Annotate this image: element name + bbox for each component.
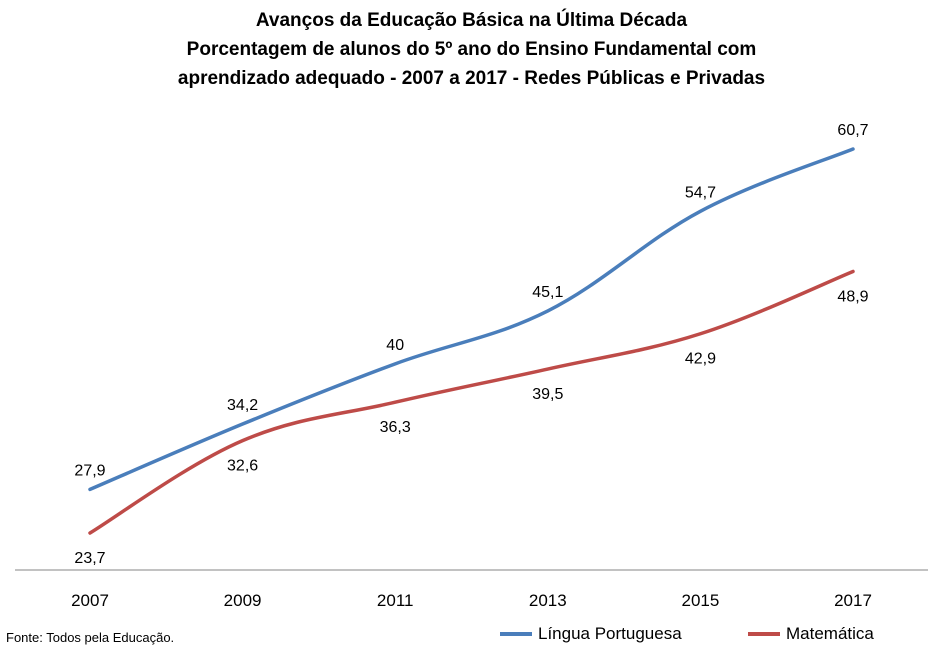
data-labels-layer: 27,9 34,2 40 45,1 54,7 60,7 23,7 32,6 36,3 39,5 42… [74,122,868,567]
legend-item-matematica: Matemática [748,624,874,644]
data-label-matematica-2015: 42,9 [685,351,716,368]
legend-label-matematica: Matemática [786,624,874,643]
source-note: Fonte: Todos pela Educação. [6,630,175,645]
chart-title-line-1: Avanços da Educação Básica na Última Déc… [255,10,688,31]
data-label-matematica-2007: 23,7 [74,550,105,567]
data-label-lingua-portuguesa-2011: 40 [386,337,404,354]
data-label-matematica-2009: 32,6 [227,458,258,475]
data-label-matematica-2011: 36,3 [380,419,411,436]
chart-title-line-2: Porcentagem de alunos do 5º ano do Ensin… [186,39,757,60]
x-tick-labels-layer: 2007 2009 2011 2013 2015 2017 [71,591,872,610]
series-layer [88,147,855,535]
chart-title: Avanços da Educação Básica na Última Déc… [0,6,943,93]
data-label-lingua-portuguesa-2017: 60,7 [837,122,868,139]
x-tick-label-2007: 2007 [71,591,109,610]
x-tick-label-2017: 2017 [834,591,872,610]
legend-swatch-lingua-portuguesa [500,632,532,636]
series-line-matematica [88,269,855,535]
x-tick-label-2011: 2011 [377,591,414,610]
legend-swatch-matematica [748,632,780,636]
x-tick-label-2015: 2015 [681,591,719,610]
data-label-lingua-portuguesa-2013: 45,1 [532,284,563,301]
data-label-lingua-portuguesa-2007: 27,9 [74,462,105,479]
data-label-lingua-portuguesa-2015: 54,7 [685,184,716,201]
x-tick-label-2013: 2013 [529,591,567,610]
legend-item-lingua-portuguesa: Língua Portuguesa [500,624,682,644]
x-tick-label-2009: 2009 [224,591,262,610]
data-label-matematica-2017: 48,9 [837,288,868,305]
data-label-lingua-portuguesa-2009: 34,2 [227,397,258,414]
chart-title-line-3: aprendizado adequado - 2007 a 2017 - Red… [177,68,766,89]
data-label-matematica-2013: 39,5 [532,386,563,403]
series-line-lingua-portuguesa [88,147,855,492]
legend-label-lingua-portuguesa: Língua Portuguesa [538,624,682,643]
